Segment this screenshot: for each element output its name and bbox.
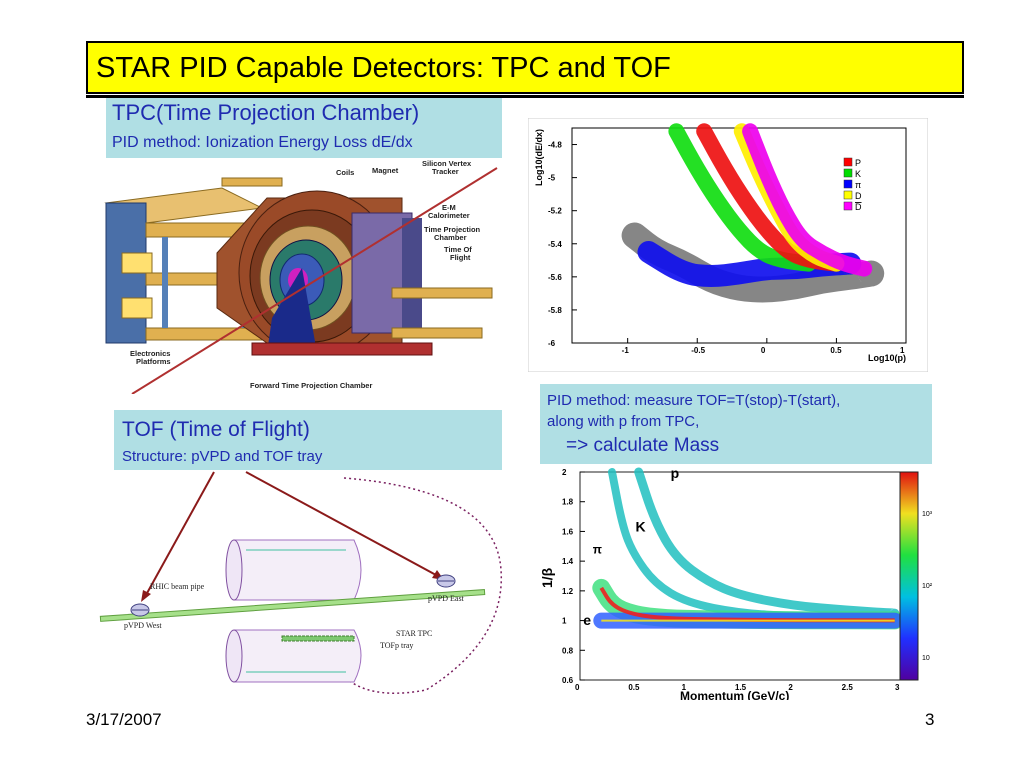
pid-tof-line1: PID method: measure TOF=T(stop)-T(start)… (547, 392, 840, 409)
label-calorimeter: Calorimeter (428, 211, 470, 220)
colorbar (900, 472, 918, 680)
legend-label: D (855, 202, 862, 212)
dedx-xtick: 0 (761, 346, 766, 355)
beta-ytick: 1.4 (562, 557, 574, 566)
beta-ytick: 1.6 (562, 527, 574, 536)
pvpd-west-icon (131, 604, 149, 616)
dedx-xtick: -0.5 (691, 346, 705, 355)
beta-ytick: 1.8 (562, 498, 574, 507)
label-pvpd-east: pVPD East (428, 594, 465, 603)
footer-page-number: 3 (925, 710, 934, 730)
label-star-tpc: STAR TPC (396, 629, 432, 638)
label-forward-tpc: Forward Time Projection Chamber (250, 381, 372, 390)
beta-ytick: 0.6 (562, 676, 574, 685)
inverse-beta-chart: 0 0.5 1 1.5 2 2.5 3 0.6 0.8 1 1.2 1.4 1.6 1.8 2 p Kπ e M… (530, 464, 934, 700)
dedx-ylabel: Log10(dE/dx) (534, 129, 544, 186)
label-tofp-tray: TOFp tray (380, 641, 413, 650)
pid-tof-line3: => calculate Mass (566, 435, 719, 457)
legend-label: π (855, 180, 861, 190)
beta-xtick: 3 (895, 683, 900, 692)
arrowhead-west-icon (141, 590, 151, 602)
label-magnet: Magnet (372, 166, 399, 175)
colorbar-tick: 10 (922, 655, 930, 662)
beta-xtick: 0.5 (628, 683, 640, 692)
dedx-ytick: -5.4 (548, 240, 562, 249)
beta-xtick: 2.5 (842, 683, 854, 692)
legend-swatch (844, 202, 852, 210)
legend-label: P (855, 158, 861, 168)
tpc-method: PID method: Ionization Energy Loss dE/dx (112, 134, 413, 152)
dedx-ytick: -5 (548, 174, 556, 183)
beta-plot-area (580, 472, 900, 680)
dedx-xlabel: Log10(p) (868, 353, 906, 363)
tof-heading: TOF (Time of Flight) (122, 418, 310, 442)
dedx-ytick: -6 (548, 339, 556, 348)
legend-label: K (855, 169, 861, 179)
tof-pvpd-diagram: RHIC beam pipe pVPD West pVPD East STAR … (96, 460, 516, 705)
beta-ytick: 1 (562, 617, 567, 626)
dedx-ytick: -4.8 (548, 141, 562, 150)
band-label-3: π (593, 543, 602, 557)
dedx-chart: -1 -0.5 0 0.5 1 -4.8 -5 -5.2 -5.4 -5.6 -5.8 -6 Log1… (528, 118, 928, 372)
band-label-2: K (635, 518, 645, 534)
beta-ytick: 0.8 (562, 646, 574, 655)
footer-date: 3/17/2007 (86, 710, 162, 730)
pid-tof-line2: along with p from TPC, (547, 413, 699, 430)
beta-ytick: 2 (562, 468, 567, 477)
dedx-xtick: 0.5 (830, 346, 842, 355)
label-platforms: Platforms (136, 357, 171, 366)
legend-swatch (844, 180, 852, 188)
label-tracker: Tracker (432, 167, 459, 176)
dedx-ytick: -5.2 (548, 207, 562, 216)
legend-swatch (844, 158, 852, 166)
star-detector-diagram: Coils Magnet Silicon Vertex Tracker E-M … (102, 158, 502, 394)
legend-swatch (844, 169, 852, 177)
label-coils: Coils (336, 168, 354, 177)
legend-swatch (844, 191, 852, 199)
pvpd-east-icon (437, 575, 455, 587)
beta-ytick: 1.2 (562, 587, 574, 596)
beta-xlabel: Momentum (GeV/c) (680, 689, 789, 700)
label-flight: Flight (450, 253, 471, 262)
beta-ylabel: 1/β (539, 567, 555, 588)
legend-label: D (855, 191, 862, 201)
dedx-ytick: -5.6 (548, 273, 562, 282)
band-label-1: p (671, 465, 680, 481)
tof-tray (282, 636, 354, 641)
colorbar-tick: 10³ (922, 511, 933, 518)
slide-title: STAR PID Capable Detectors: TPC and TO… (96, 52, 671, 85)
label-pvpd-west: pVPD West (124, 621, 162, 630)
label-chamber: Chamber (434, 233, 467, 242)
dedx-xtick: -1 (622, 346, 630, 355)
beta-xtick: 0 (575, 683, 580, 692)
dedx-ytick: -5.8 (548, 306, 562, 315)
band-label-4: e (583, 612, 591, 628)
tpc-heading: TPC(Time Projection Chamber) (112, 100, 419, 126)
colorbar-tick: 10² (922, 583, 933, 590)
label-rhic-beam-pipe: RHIC beam pipe (150, 582, 205, 591)
arrow-to-pvpd-west (146, 472, 214, 595)
